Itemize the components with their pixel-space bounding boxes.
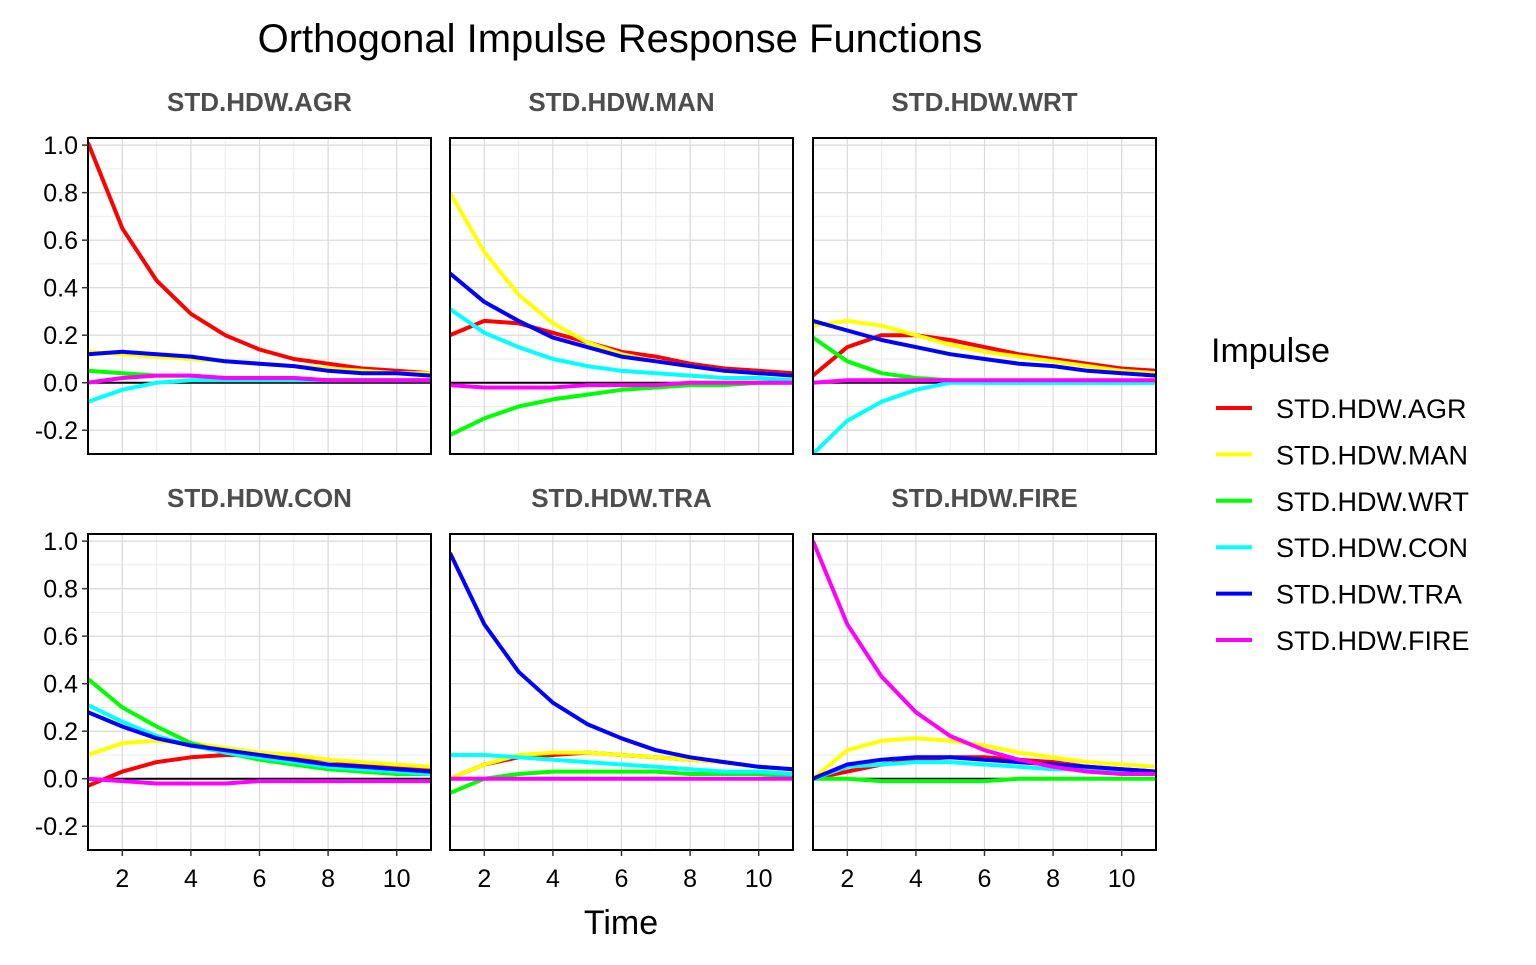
series-group bbox=[813, 540, 1156, 784]
series-line-std-hdw-con bbox=[813, 760, 1156, 781]
legend-item-std-hdw-wrt: STD.HDW.WRT bbox=[1216, 487, 1469, 517]
series-line-std-hdw-tra bbox=[813, 755, 1156, 781]
panel-title-std-hdw-man: STD.HDW.MAN bbox=[528, 87, 714, 117]
chart-title: Orthogonal Impulse Response Functions bbox=[258, 17, 983, 61]
legend-item-std-hdw-con: STD.HDW.CON bbox=[1216, 533, 1468, 563]
panel-std-hdw-con: STD.HDW.CON 1.0 0.8 0.6 0.4 0.2 0.0 -0.2 2 4 6 8 10 bbox=[35, 483, 432, 893]
y-tick-label: -0.2 bbox=[35, 417, 78, 445]
x-tick-label: 10 bbox=[745, 865, 773, 893]
legend-label: STD.HDW.AGR bbox=[1276, 394, 1467, 424]
facet-panels: STD.HDW.AGR1.00.80.60.40.20.0-0.2STD.HDW… bbox=[35, 87, 1157, 893]
series-line-std-hdw-fire bbox=[88, 373, 431, 385]
y-tick-label: 0.4 bbox=[43, 275, 78, 303]
y-tick-label: 0.0 bbox=[43, 370, 78, 398]
panel-std-hdw-agr: STD.HDW.AGR 1.0 0.8 0.6 0.4 0.2 0.0 -0.2 bbox=[35, 87, 432, 455]
y-tick-label: 0.8 bbox=[43, 576, 78, 604]
series-line-std-hdw-fire bbox=[813, 378, 1156, 385]
legend-label: STD.HDW.MAN bbox=[1276, 440, 1468, 470]
panel-title-std-hdw-wrt: STD.HDW.WRT bbox=[891, 87, 1077, 117]
x-tick-label: 4 bbox=[546, 865, 560, 893]
series-line-std-hdw-man bbox=[813, 736, 1156, 781]
series-line-std-hdw-agr bbox=[450, 318, 793, 376]
x-tick-label: 8 bbox=[683, 865, 697, 893]
series-line-std-hdw-agr bbox=[88, 142, 431, 376]
series-line-std-hdw-tra bbox=[88, 710, 431, 774]
series-line-std-hdw-wrt bbox=[88, 677, 431, 776]
series-line-std-hdw-con bbox=[813, 380, 1156, 454]
series-line-std-hdw-tra bbox=[88, 349, 431, 378]
series-group bbox=[88, 142, 431, 404]
x-tick-label: 2 bbox=[115, 865, 129, 893]
series-line-std-hdw-wrt bbox=[813, 776, 1156, 784]
panel-std-hdw-fire: STD.HDW.FIRE 2 4 6 8 10 bbox=[812, 483, 1157, 893]
series-line-std-hdw-fire bbox=[88, 776, 431, 786]
panel-title-std-hdw-tra: STD.HDW.TRA bbox=[531, 483, 712, 513]
panel-std-hdw-man: STD.HDW.MAN bbox=[449, 87, 794, 455]
legend-title: Impulse bbox=[1211, 332, 1330, 370]
y-tick-label: 0.4 bbox=[43, 671, 78, 699]
x-axis-title: Time bbox=[584, 904, 658, 942]
legend: Impulse STD.HDW.AGR STD.HDW.MAN STD.HDW.WR… bbox=[1211, 332, 1470, 656]
series-line-std-hdw-tra bbox=[450, 552, 793, 772]
y-tick-label: 0.6 bbox=[43, 623, 78, 651]
x-tick-label: 4 bbox=[909, 865, 923, 893]
legend-item-std-hdw-man: STD.HDW.MAN bbox=[1216, 440, 1468, 470]
legend-item-std-hdw-agr: STD.HDW.AGR bbox=[1216, 394, 1467, 424]
series-line-std-hdw-wrt bbox=[450, 769, 793, 795]
series-line-std-hdw-man bbox=[88, 738, 431, 769]
x-tick-label: 2 bbox=[840, 865, 854, 893]
y-tick-label: 1.0 bbox=[43, 132, 78, 160]
legend-label: STD.HDW.TRA bbox=[1276, 580, 1462, 610]
y-tick-label: 0.2 bbox=[43, 322, 78, 350]
x-tick-label: 2 bbox=[477, 865, 491, 893]
x-tick-label: 10 bbox=[383, 865, 411, 893]
x-tick-label: 6 bbox=[978, 865, 992, 893]
y-tick-label: -0.2 bbox=[35, 813, 78, 841]
series-line-std-hdw-tra bbox=[450, 271, 793, 378]
x-tick-label: 6 bbox=[615, 865, 629, 893]
panel-title-std-hdw-con: STD.HDW.CON bbox=[167, 483, 352, 513]
legend-item-std-hdw-tra: STD.HDW.TRA bbox=[1216, 580, 1462, 610]
x-tick-label: 10 bbox=[1108, 865, 1136, 893]
x-tick-label: 8 bbox=[321, 865, 335, 893]
legend-label: STD.HDW.WRT bbox=[1276, 487, 1469, 517]
series-group bbox=[450, 191, 793, 437]
y-tick-label: 0.6 bbox=[43, 227, 78, 255]
legend-item-std-hdw-fire: STD.HDW.FIRE bbox=[1216, 626, 1470, 656]
series-line-std-hdw-con bbox=[88, 703, 431, 776]
series-line-std-hdw-fire bbox=[813, 540, 1156, 776]
y-tick-label: 1.0 bbox=[43, 528, 78, 556]
y-tick-label: 0.8 bbox=[43, 180, 78, 208]
series-line-std-hdw-con bbox=[450, 307, 793, 383]
x-tick-label: 4 bbox=[184, 865, 198, 893]
panel-std-hdw-wrt: STD.HDW.WRT bbox=[812, 87, 1157, 455]
series-line-std-hdw-tra bbox=[813, 318, 1156, 378]
panel-title-std-hdw-agr: STD.HDW.AGR bbox=[167, 87, 352, 117]
x-tick-label: 8 bbox=[1046, 865, 1060, 893]
legend-label: STD.HDW.CON bbox=[1276, 533, 1468, 563]
panel-border bbox=[449, 137, 794, 455]
series-group bbox=[88, 677, 431, 788]
series-line-std-hdw-con bbox=[450, 753, 793, 776]
series-group bbox=[450, 552, 793, 795]
panel-std-hdw-tra: STD.HDW.TRA 2 4 6 8 10 bbox=[449, 483, 794, 893]
panel-border bbox=[812, 137, 1157, 455]
series-line-std-hdw-agr bbox=[813, 333, 1156, 378]
y-tick-label: 0.2 bbox=[43, 718, 78, 746]
panel-border bbox=[87, 137, 432, 455]
y-tick-label: 0.0 bbox=[43, 766, 78, 794]
series-line-std-hdw-man bbox=[813, 318, 1156, 376]
series-group bbox=[813, 318, 1156, 454]
panel-title-std-hdw-fire: STD.HDW.FIRE bbox=[891, 483, 1077, 513]
series-line-std-hdw-fire bbox=[450, 380, 793, 390]
x-tick-label: 6 bbox=[253, 865, 267, 893]
legend-label: STD.HDW.FIRE bbox=[1276, 626, 1470, 656]
